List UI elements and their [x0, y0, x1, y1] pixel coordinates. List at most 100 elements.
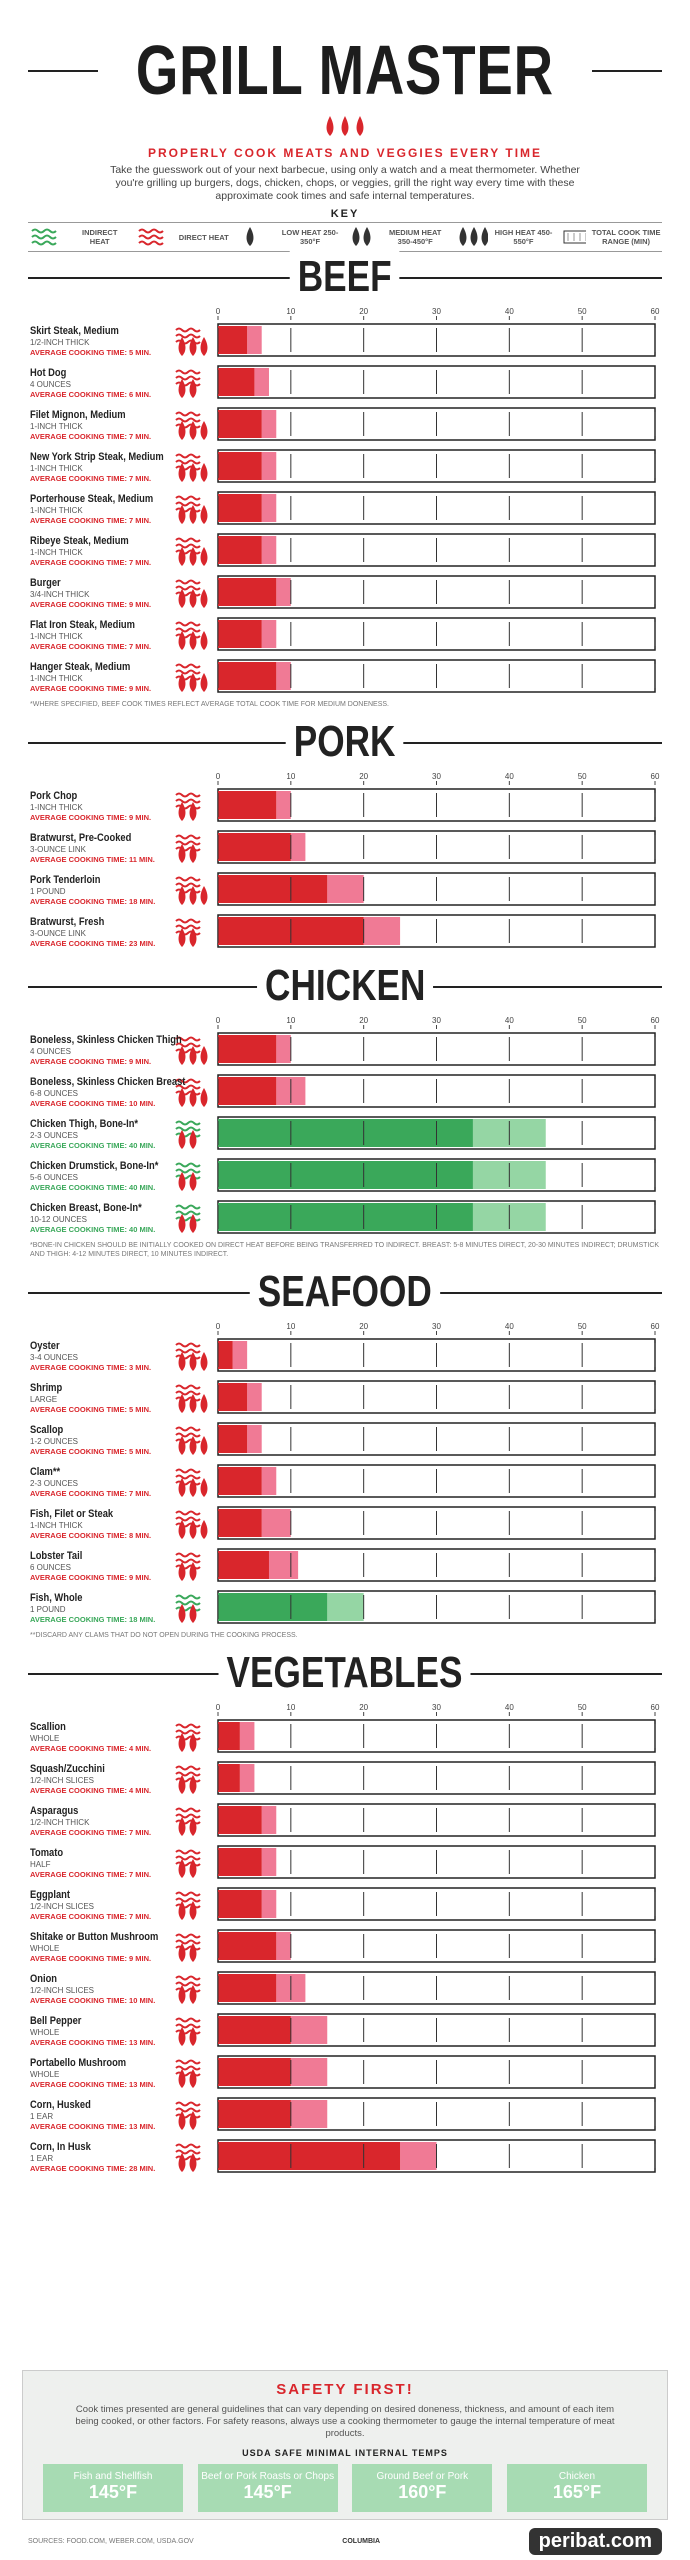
heat-icons: [175, 1204, 201, 1233]
heat-wave: [175, 621, 201, 627]
flame: [189, 1172, 197, 1191]
row-svg: [175, 407, 656, 441]
heat-icons: [175, 453, 208, 482]
range-bar: [276, 791, 291, 819]
rule: [28, 70, 98, 72]
item-size: 1-INCH THICK: [30, 422, 83, 431]
heat-wave: [175, 1516, 201, 1522]
item-avg: AVERAGE COOKING TIME: 5 MIN.: [30, 348, 152, 357]
item-avg: AVERAGE COOKING TIME: 9 MIN.: [30, 1954, 152, 1963]
heat-wave: [175, 495, 201, 501]
credit: COLUMBIA: [342, 2538, 381, 2545]
item-label: Chicken Thigh, Bone-In* 2-3 OUNCES AVERAGE…: [30, 1118, 180, 1150]
item-name: Skirt Steak, Medium: [30, 325, 119, 337]
key-icon: [31, 228, 57, 246]
heat-icons: [175, 1078, 208, 1107]
base-bar: [218, 2058, 291, 2086]
item-label: Pork Tenderloin 1 POUND AVERAGE COOKING TI…: [30, 874, 180, 906]
heat-icons: [175, 1891, 201, 1920]
heat-wave: [175, 1891, 201, 1897]
key-item: HIGH HEAT 450-550°F: [455, 225, 555, 249]
item-row: Asparagus 1/2-INCH THICK AVERAGE COOKING T…: [0, 1800, 690, 1842]
item-label: Portabello Mushroom WHOLE AVERAGE COOKING …: [30, 2057, 180, 2089]
flame: [189, 1394, 197, 1413]
flame: [200, 1436, 208, 1455]
flame: [178, 1604, 186, 1623]
heat-icons: [175, 1849, 201, 1878]
heat-wave: [175, 876, 201, 882]
temp-label: Fish and Shellfish: [73, 2471, 153, 2482]
heat-wave: [175, 798, 201, 804]
range-bar: [327, 875, 364, 903]
range-bar: [254, 368, 269, 396]
range-bar: [239, 1764, 255, 1792]
flame: [178, 1172, 186, 1191]
item-size: HALF: [30, 1860, 51, 1869]
item-name: Shrimp: [30, 1382, 63, 1394]
flame: [459, 227, 467, 246]
range-bar: [261, 1890, 277, 1918]
base-bar: [218, 1932, 277, 1960]
key-item: INDIRECT HEAT: [28, 225, 128, 249]
row-svg: [175, 1464, 656, 1498]
item-avg: AVERAGE COOKING TIME: 7 MIN.: [30, 558, 152, 567]
item-avg: AVERAGE COOKING TIME: 13 MIN.: [30, 2122, 156, 2131]
item-label: Fish, Filet or Steak 1-INCH THICK AVERAGE …: [30, 1508, 180, 1540]
heat-icons: [175, 1120, 201, 1149]
flame: [189, 2111, 197, 2130]
heat-wave: [175, 1510, 201, 1516]
base-bar: [218, 494, 262, 522]
flame: [200, 631, 208, 650]
item-row: Squash/Zucchini 1/2-INCH SLICES AVERAGE CO…: [0, 1758, 690, 1800]
heat-icons: [175, 1342, 208, 1371]
row-svg: [175, 1116, 656, 1150]
base-bar: [218, 1764, 240, 1792]
item-name: Filet Mignon, Medium: [30, 409, 126, 421]
flame: [178, 1436, 186, 1455]
item-size: 1-INCH THICK: [30, 464, 83, 473]
heat-icons: [175, 1933, 201, 1962]
key-icon: [138, 228, 164, 246]
x-tick-label: 50: [578, 1703, 587, 1712]
header: GRILL MASTER PROPERLY COOK MEATS AND VEG…: [0, 0, 690, 252]
flame: [189, 1817, 197, 1836]
flame: [189, 1478, 197, 1497]
axis: 0 10 20 30 40 50 60: [0, 1013, 690, 1029]
temp-label: Ground Beef or Pork: [376, 2471, 469, 2482]
item-size: WHOLE: [30, 2028, 60, 2037]
base-bar: [218, 1119, 473, 1147]
item-name: New York Strip Steak, Medium: [30, 451, 164, 463]
section-heading: BEEF: [290, 250, 400, 304]
base-bar: [218, 620, 262, 648]
item-name: Ribeye Steak, Medium: [30, 535, 129, 547]
heat-wave: [175, 2059, 201, 2065]
heat-wave: [175, 627, 201, 633]
flame: [189, 1943, 197, 1962]
footer: SOURCES: FOOD.COM, WEBER.COM, USDA.GOV C…: [28, 2528, 662, 2555]
x-tick-label: 30: [432, 307, 441, 316]
item-avg: AVERAGE COOKING TIME: 7 MIN.: [30, 1870, 152, 1879]
flame: [189, 844, 197, 863]
axis-svg: 0 10 20 30 40 50 60: [216, 772, 660, 785]
heat-wave: [175, 882, 201, 888]
flame: [178, 2111, 186, 2130]
flame: [200, 1046, 208, 1065]
flame: [200, 1478, 208, 1497]
item-label: Lobster Tail 6 OUNCES AVERAGE COOKING TIME…: [30, 1550, 180, 1582]
row-svg: [175, 1803, 656, 1837]
row-svg: [175, 1761, 656, 1795]
item-label: Corn, In Husk 1 EAR AVERAGE COOKING TIME: …: [30, 2141, 180, 2173]
heat-wave: [175, 1342, 201, 1348]
heat-wave: [175, 2107, 201, 2113]
item-avg: AVERAGE COOKING TIME: 9 MIN.: [30, 813, 152, 822]
axis-svg: 0 10 20 30 40 50 60: [216, 307, 660, 320]
section-title: SEAFOOD: [0, 1265, 690, 1319]
item-label: Tomato HALF AVERAGE COOKING TIME: 7 MIN.: [30, 1847, 180, 1879]
heat-wave: [175, 369, 201, 375]
item-name: Bratwurst, Pre-Cooked: [30, 832, 132, 844]
base-bar: [218, 662, 277, 690]
temp-box: Ground Beef or Pork 160°F: [352, 2464, 493, 2512]
range-bar: [290, 2100, 328, 2128]
heat-wave: [175, 543, 201, 549]
key-label: DIRECT HEAT: [178, 232, 229, 242]
